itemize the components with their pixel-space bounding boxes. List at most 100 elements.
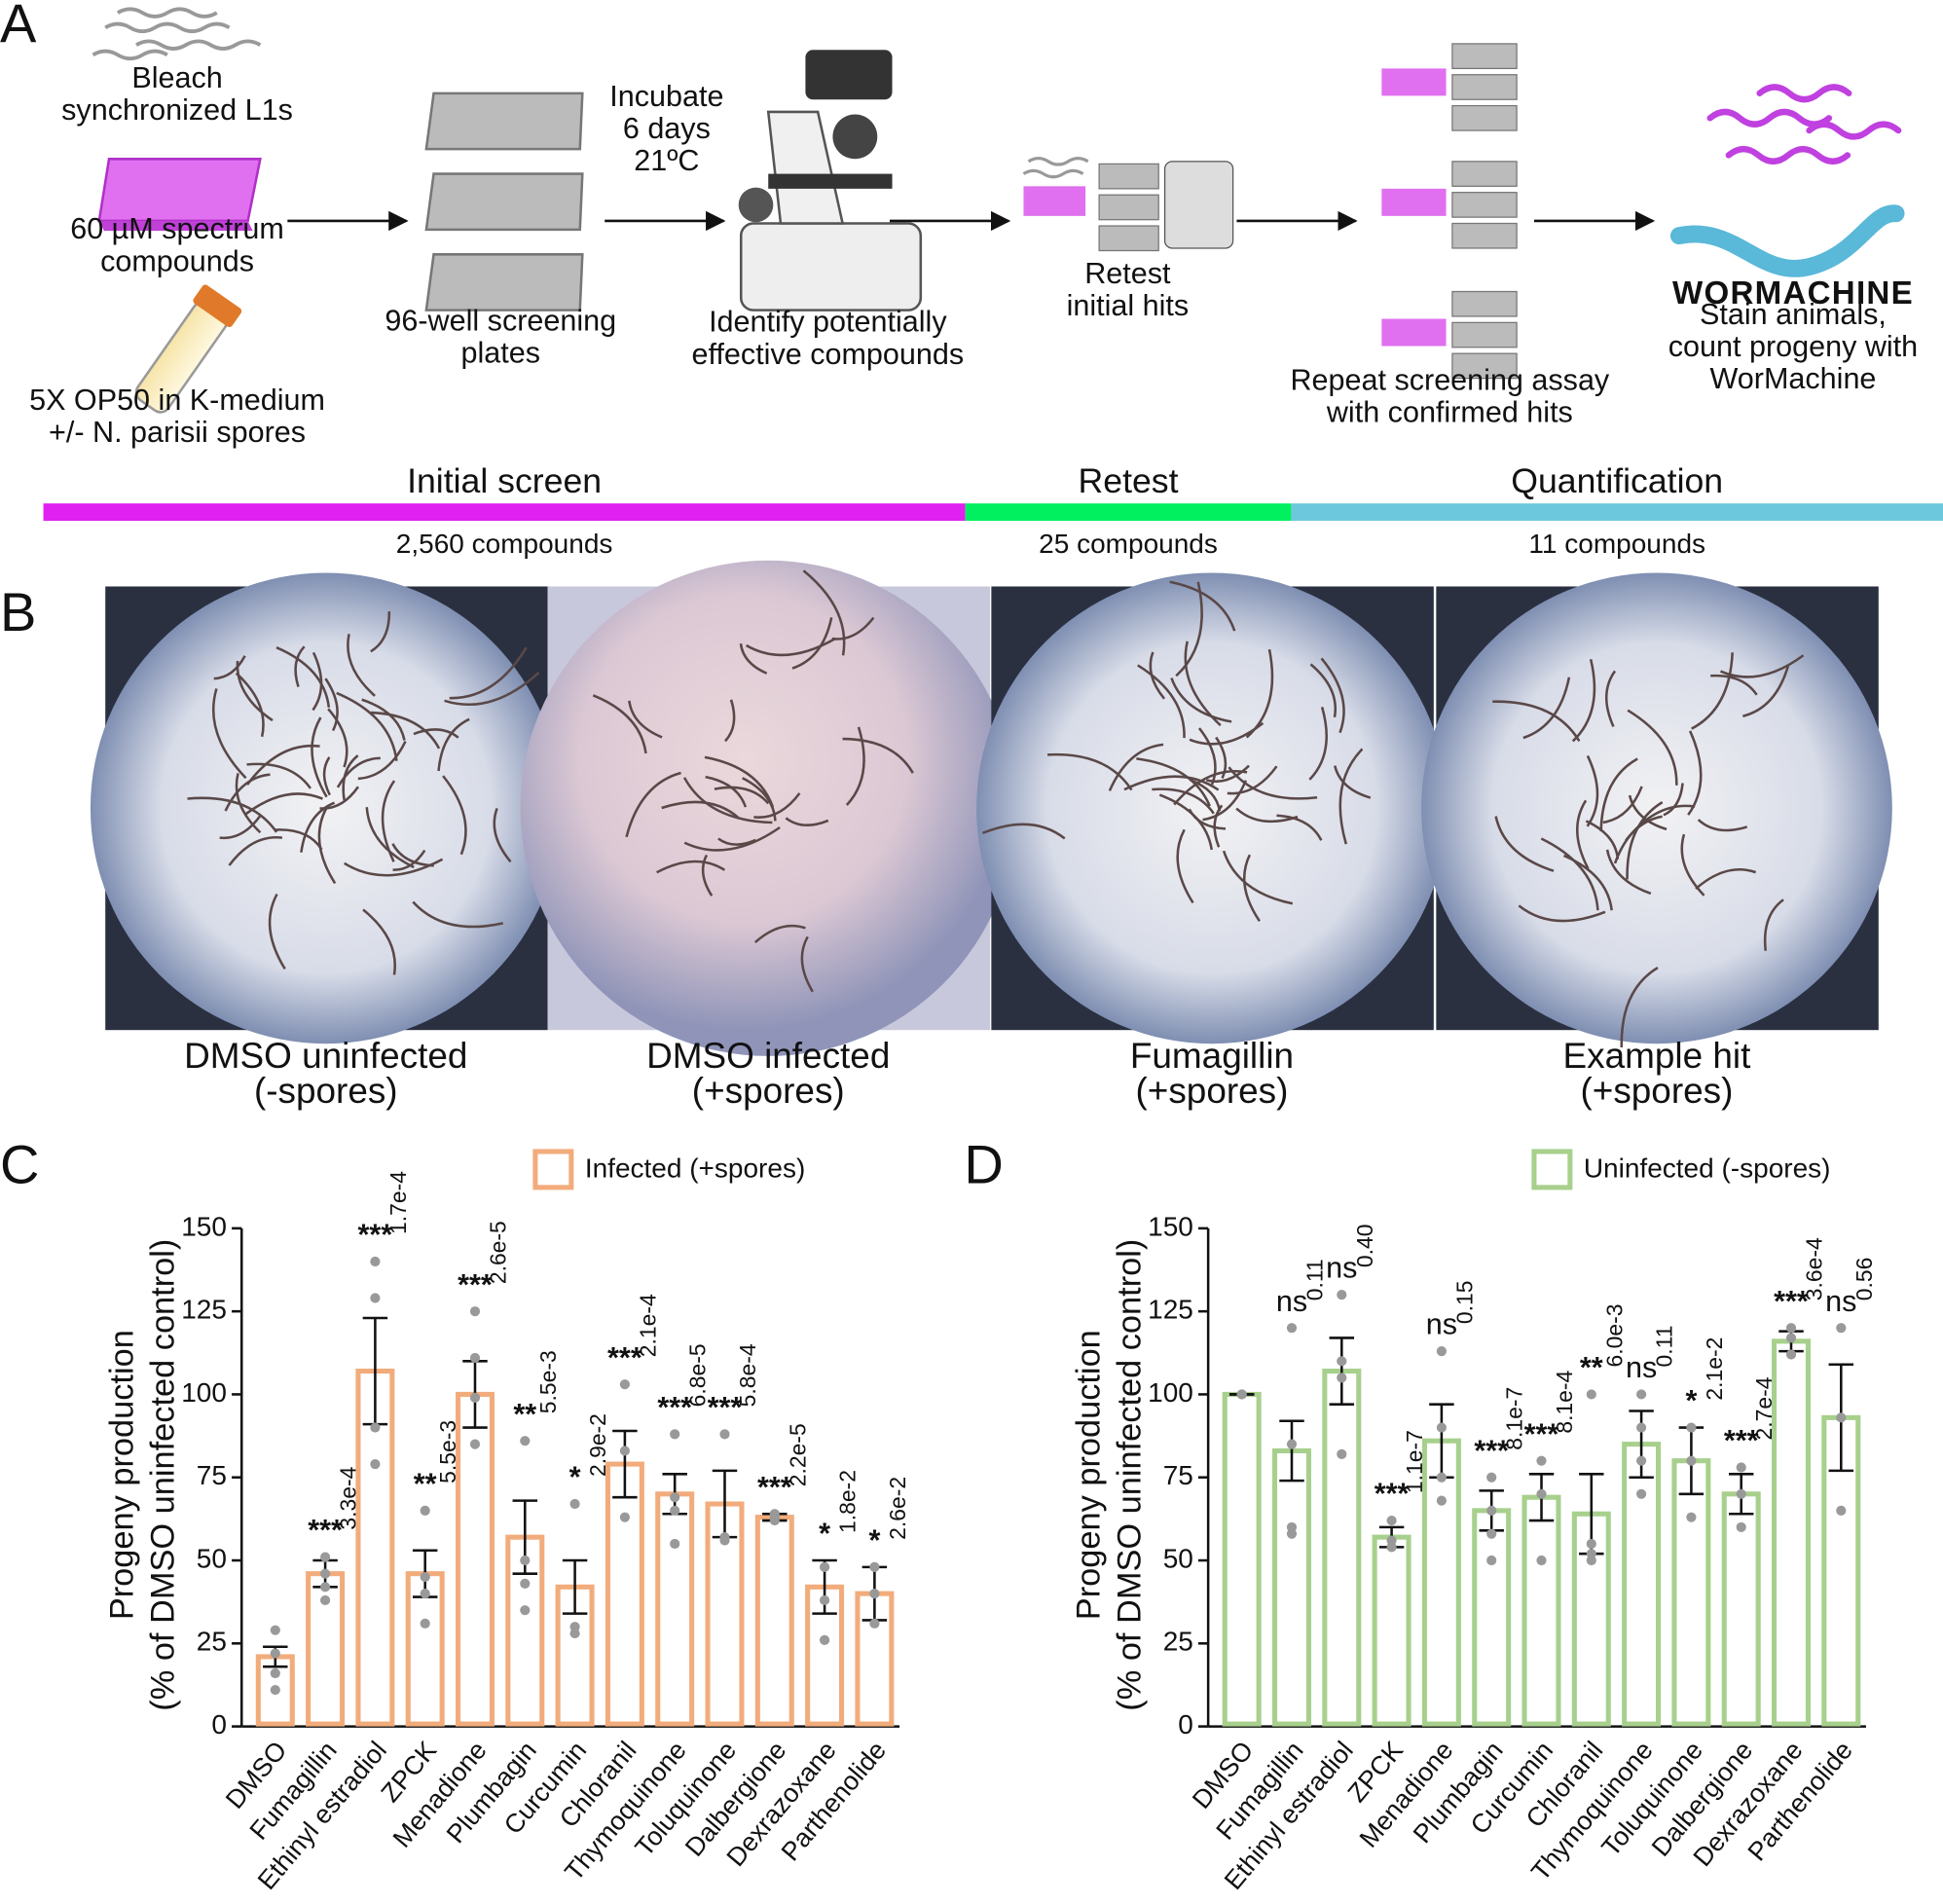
significance: * bbox=[868, 1523, 880, 1556]
significance: *** bbox=[358, 1219, 393, 1252]
bar bbox=[1771, 1338, 1812, 1727]
data-point bbox=[319, 1582, 331, 1593]
p-value: 2.6e-2 bbox=[885, 1477, 910, 1540]
significance: ** bbox=[414, 1467, 437, 1500]
data-point bbox=[1337, 1290, 1347, 1300]
step-label: Retest bbox=[1084, 257, 1171, 290]
legend-label: Infected (+spores) bbox=[585, 1153, 805, 1183]
p-value: 0.40 bbox=[1352, 1225, 1377, 1268]
y-axis-title: Progeny production bbox=[1070, 1330, 1107, 1620]
y-axis-title: Progeny production bbox=[103, 1330, 140, 1620]
worm bbox=[449, 646, 528, 700]
data-point bbox=[319, 1552, 331, 1562]
stage-count: 25 compounds bbox=[1039, 529, 1218, 559]
worm bbox=[1309, 663, 1338, 718]
worm bbox=[1620, 966, 1659, 1048]
worm bbox=[1222, 850, 1294, 905]
data-point bbox=[1836, 1412, 1847, 1423]
data-point bbox=[270, 1648, 280, 1659]
worm bbox=[714, 786, 770, 805]
data-point bbox=[1486, 1505, 1497, 1516]
worm bbox=[228, 836, 283, 866]
data-point bbox=[520, 1436, 531, 1446]
worm bbox=[800, 935, 814, 993]
worm bbox=[1687, 730, 1703, 816]
error-bar bbox=[1629, 1410, 1654, 1480]
worm bbox=[701, 854, 714, 897]
worm bbox=[753, 792, 801, 819]
worm bbox=[246, 744, 320, 786]
worm bbox=[327, 708, 348, 768]
worm bbox=[235, 773, 262, 834]
significance: ns bbox=[1426, 1308, 1457, 1341]
worm bbox=[1663, 783, 1684, 817]
panel-label: C bbox=[0, 1134, 39, 1195]
data-point bbox=[619, 1512, 630, 1522]
data-point bbox=[1236, 1389, 1247, 1400]
significance: * bbox=[1685, 1384, 1697, 1417]
data-point bbox=[520, 1555, 531, 1566]
significance: *** bbox=[708, 1391, 743, 1424]
bar bbox=[405, 1571, 445, 1727]
data-point bbox=[1337, 1356, 1347, 1367]
data-point bbox=[1436, 1495, 1447, 1506]
p-value: 0.56 bbox=[1851, 1258, 1877, 1301]
worm bbox=[1235, 807, 1299, 824]
worm bbox=[224, 773, 271, 812]
bar bbox=[1472, 1508, 1512, 1727]
worm bbox=[981, 823, 1066, 840]
worm bbox=[1627, 709, 1678, 786]
microscope bbox=[738, 50, 923, 311]
image-caption: (+spores) bbox=[1136, 1071, 1289, 1111]
bar bbox=[455, 1391, 495, 1727]
bar bbox=[555, 1584, 595, 1727]
worm bbox=[275, 646, 331, 708]
data-point bbox=[370, 1422, 381, 1433]
worm bbox=[1205, 764, 1250, 784]
worm bbox=[1108, 743, 1164, 791]
worm bbox=[745, 637, 836, 657]
data-point bbox=[1785, 1349, 1797, 1360]
stage-count: 2,560 compounds bbox=[396, 529, 613, 559]
worm bbox=[1540, 837, 1599, 911]
step-label: Stain animals, bbox=[1700, 298, 1887, 331]
significance: ns bbox=[1326, 1252, 1357, 1285]
worm bbox=[1586, 754, 1599, 827]
worm bbox=[1136, 757, 1211, 807]
step-label: 5X OP50 in K-medium bbox=[29, 384, 325, 417]
worm bbox=[724, 699, 736, 743]
worm bbox=[442, 775, 467, 856]
significance: *** bbox=[308, 1514, 343, 1547]
data-point bbox=[420, 1505, 430, 1516]
data-point bbox=[370, 1256, 381, 1267]
data-point bbox=[1586, 1555, 1596, 1566]
data-point bbox=[1836, 1323, 1847, 1334]
worm bbox=[1308, 706, 1328, 781]
significance: *** bbox=[1524, 1417, 1559, 1450]
bar bbox=[605, 1461, 644, 1727]
worm bbox=[1190, 779, 1222, 812]
worm bbox=[213, 655, 246, 680]
panel-label: B bbox=[0, 581, 36, 642]
step-label: +/- N. parisii spores bbox=[49, 416, 306, 449]
worm bbox=[1123, 775, 1220, 791]
worm bbox=[1613, 815, 1663, 864]
step-label: Identify potentially bbox=[709, 306, 947, 339]
image-caption: Example hit bbox=[1563, 1036, 1751, 1076]
step-label: compounds bbox=[100, 244, 254, 277]
worm bbox=[347, 634, 376, 697]
worm bbox=[294, 645, 306, 688]
p-value: 1.8e-2 bbox=[835, 1470, 861, 1533]
significance: *** bbox=[1774, 1285, 1809, 1318]
panel-label: A bbox=[0, 0, 37, 54]
y-tick-label: 0 bbox=[1178, 1709, 1193, 1739]
y-tick-label: 50 bbox=[197, 1543, 227, 1573]
worm bbox=[717, 837, 756, 846]
stage-count: 11 compounds bbox=[1528, 529, 1705, 559]
worm bbox=[268, 893, 286, 970]
step-label: WorMachine bbox=[1710, 362, 1877, 395]
p-value: 5.5e-3 bbox=[535, 1350, 561, 1413]
bar bbox=[1271, 1447, 1312, 1727]
data-point bbox=[819, 1594, 830, 1606]
worm bbox=[413, 728, 459, 739]
